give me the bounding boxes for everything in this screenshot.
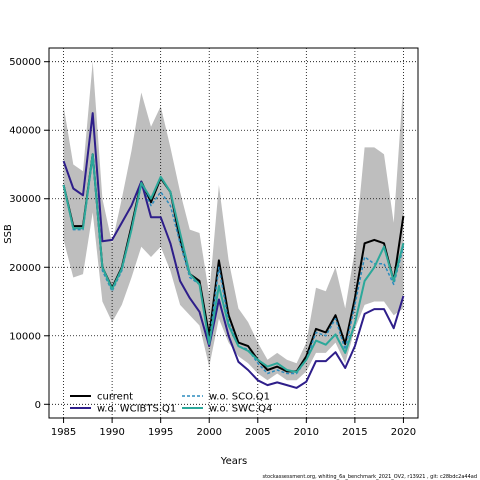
legend-label: w.o. SWC.Q4	[209, 404, 272, 415]
y-tick-label: 10000	[9, 331, 41, 342]
legend-label: w.o. SCO.Q1	[209, 392, 270, 403]
legend-label: current	[97, 392, 133, 403]
y-tick-label: 20000	[9, 263, 41, 274]
series-line	[62, 153, 405, 374]
y-axis-title: SSB	[3, 224, 14, 244]
x-tick-label: 2015	[342, 427, 367, 438]
y-tick-label: 40000	[9, 126, 41, 137]
y-tick-label: 50000	[9, 57, 41, 68]
x-tick-label: 2000	[196, 427, 221, 438]
x-tick-label: 2005	[245, 427, 270, 438]
plot-frame	[48, 47, 419, 419]
plot-area: 1985 1990 1995 2000 2005 2010 2015 2020 0 10000 20…	[9, 47, 419, 438]
x-axis-title: Years	[220, 456, 247, 467]
x-tick-label: 2020	[391, 427, 416, 438]
series-line	[62, 112, 405, 389]
x-tick-label: 1990	[99, 427, 124, 438]
x-tick-label: 2010	[294, 427, 319, 438]
y-tick-label: 30000	[9, 194, 41, 205]
legend-label: w.o. WCIBTS.Q1	[97, 404, 176, 415]
footer-text: stockassessment.org, whiting_6a_benchmar…	[262, 474, 477, 480]
confidence-band	[63, 61, 404, 381]
y-tick-label: 0	[35, 400, 41, 411]
x-tick-label: 1995	[148, 427, 173, 438]
x-tick-label: 1985	[51, 427, 76, 438]
